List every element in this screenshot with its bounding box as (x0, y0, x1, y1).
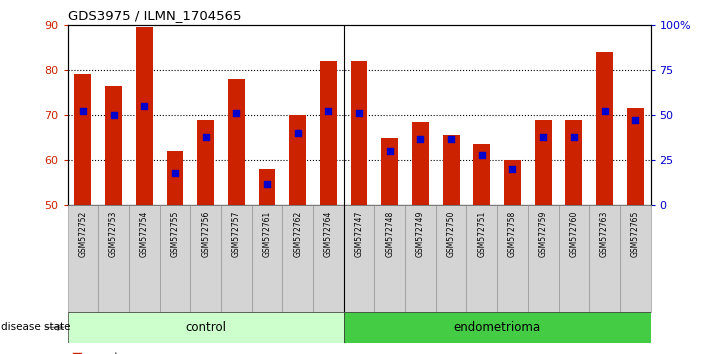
FancyBboxPatch shape (343, 312, 651, 343)
Bar (412, 122, 429, 205)
Text: GSM572758: GSM572758 (508, 211, 517, 257)
Point (169, 170, 181, 176)
Bar (381, 138, 398, 205)
FancyBboxPatch shape (313, 205, 343, 312)
Point (108, 112, 119, 118)
FancyBboxPatch shape (343, 205, 375, 312)
Text: GSM572754: GSM572754 (140, 211, 149, 257)
Text: GSM572765: GSM572765 (631, 211, 640, 257)
Bar (259, 169, 275, 205)
FancyBboxPatch shape (221, 205, 252, 312)
Text: GSM572753: GSM572753 (109, 211, 118, 257)
Text: GSM572760: GSM572760 (570, 211, 578, 257)
Bar (75, 74, 91, 205)
FancyBboxPatch shape (497, 205, 528, 312)
Legend: count, percentile rank within the sample: count, percentile rank within the sample (73, 352, 265, 354)
FancyBboxPatch shape (589, 205, 620, 312)
FancyBboxPatch shape (528, 205, 559, 312)
Bar (351, 61, 368, 205)
Text: GDS3975 / ILMN_1704565: GDS3975 / ILMN_1704565 (68, 9, 241, 22)
FancyBboxPatch shape (129, 205, 159, 312)
Point (507, 166, 518, 172)
FancyBboxPatch shape (375, 205, 405, 312)
FancyBboxPatch shape (159, 205, 191, 312)
Bar (320, 61, 337, 205)
Point (230, 110, 242, 116)
Point (445, 136, 456, 141)
FancyBboxPatch shape (436, 205, 466, 312)
Text: GSM572757: GSM572757 (232, 211, 241, 257)
Text: GSM572763: GSM572763 (600, 211, 609, 257)
Point (353, 110, 365, 116)
Point (538, 134, 549, 139)
FancyBboxPatch shape (405, 205, 436, 312)
Text: GSM572749: GSM572749 (416, 211, 425, 257)
Bar (504, 160, 521, 205)
Bar (627, 108, 643, 205)
Bar (197, 120, 214, 205)
Text: GSM572761: GSM572761 (262, 211, 272, 257)
Bar (289, 115, 306, 205)
FancyBboxPatch shape (282, 205, 313, 312)
FancyBboxPatch shape (466, 205, 497, 312)
FancyBboxPatch shape (252, 205, 282, 312)
Point (629, 118, 641, 123)
Point (415, 136, 426, 141)
Text: GSM572751: GSM572751 (477, 211, 486, 257)
Bar (105, 86, 122, 205)
Point (476, 152, 488, 158)
Point (292, 130, 304, 136)
FancyBboxPatch shape (620, 205, 651, 312)
Point (200, 134, 211, 139)
Text: GSM572756: GSM572756 (201, 211, 210, 257)
Text: GSM572764: GSM572764 (324, 211, 333, 257)
Text: GSM572747: GSM572747 (355, 211, 363, 257)
FancyBboxPatch shape (68, 312, 343, 343)
FancyBboxPatch shape (559, 205, 589, 312)
Bar (535, 120, 552, 205)
FancyBboxPatch shape (191, 205, 221, 312)
Bar (136, 27, 153, 205)
Point (568, 134, 579, 139)
Text: GSM572750: GSM572750 (447, 211, 456, 257)
Bar (474, 144, 491, 205)
FancyBboxPatch shape (68, 205, 98, 312)
Text: GSM572755: GSM572755 (171, 211, 179, 257)
Point (262, 181, 273, 187)
Text: GSM572762: GSM572762 (293, 211, 302, 257)
Point (323, 109, 334, 114)
Text: disease state: disease state (1, 322, 70, 332)
Bar (596, 52, 613, 205)
Bar (443, 135, 459, 205)
FancyBboxPatch shape (98, 205, 129, 312)
Text: GSM572759: GSM572759 (539, 211, 547, 257)
Bar (565, 120, 582, 205)
Text: GSM572748: GSM572748 (385, 211, 394, 257)
Bar (228, 79, 245, 205)
Point (599, 109, 610, 114)
Point (139, 103, 150, 109)
Bar (166, 151, 183, 205)
Text: endometrioma: endometrioma (454, 321, 540, 334)
Text: control: control (185, 321, 226, 334)
Point (384, 148, 395, 154)
Point (77, 109, 89, 114)
Text: GSM572752: GSM572752 (78, 211, 87, 257)
